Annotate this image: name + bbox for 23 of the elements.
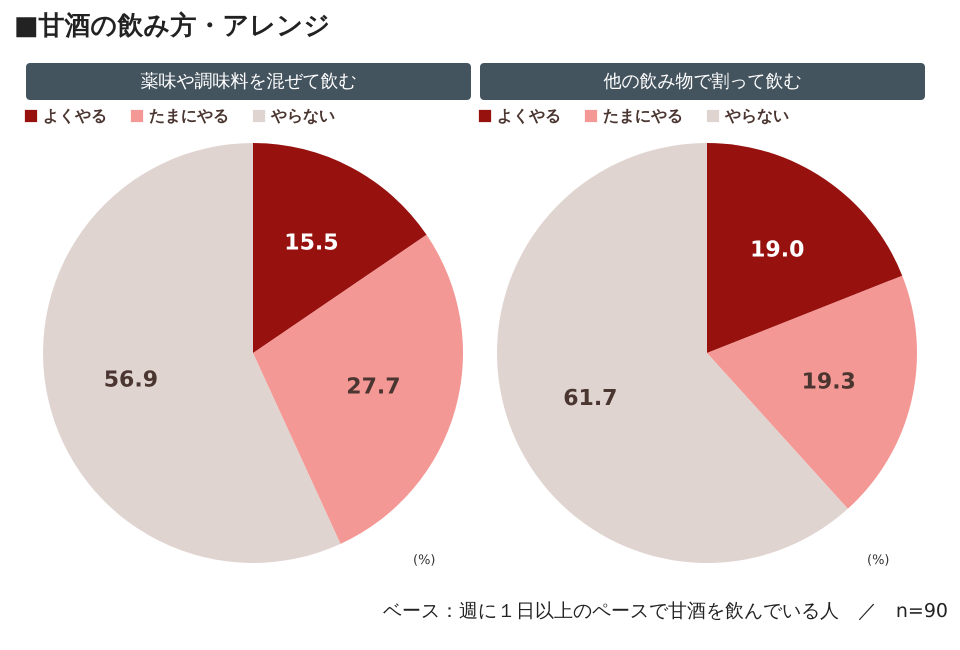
chart-subtitle: 他の飲み物で割って飲む [480,63,925,100]
pie-slice [253,234,463,544]
pie-slice [43,143,341,563]
chart-subtitle: 薬味や調味料を混ぜて飲む [26,63,471,100]
data-label: 19.3 [802,369,856,394]
legend-label: たまにやる [603,106,683,125]
text: (%) [413,553,436,568]
data-label: 19.0 [750,238,804,263]
text: ベース：週に１日以上のペースで甘酒を飲んでいる人 ／ n=90 [382,599,948,624]
data-label: 15.5 [284,230,339,256]
data-label: 27.7 [346,374,401,400]
legend-label: よくやる [497,106,561,125]
data-label: 56.9 [104,368,158,393]
legend-label: たまにやる [149,106,229,125]
legend-label: よくやる [43,106,107,125]
chart-title: ■甘酒の飲み方・アレンジ [14,10,331,43]
pie-slice [707,276,917,509]
data-label: 61.7 [563,386,618,411]
text: (%) [867,553,890,568]
legend-label: やらない [724,106,789,125]
legend-label: やらない [270,106,335,125]
pie-slice [707,143,902,353]
pie-slice [253,143,427,353]
